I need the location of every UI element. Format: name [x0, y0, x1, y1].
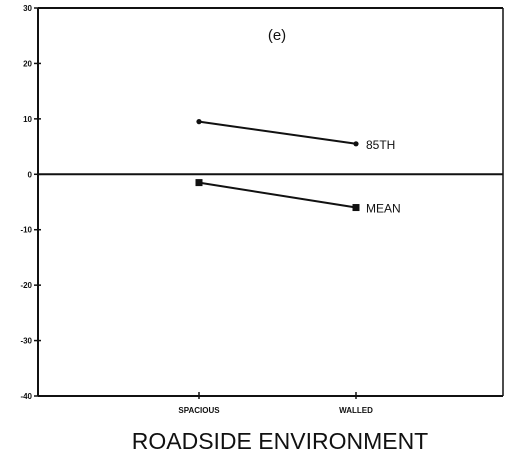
y-ticks: 30 20 10 0 -10 -20 -30 -40: [20, 4, 41, 401]
data-point-85th: [196, 119, 202, 125]
series-layer: 85TH MEAN: [195, 119, 401, 216]
series-85th: 85TH: [196, 119, 395, 152]
y-tick-label: -40: [20, 392, 32, 401]
x-tick-label: SPACIOUS: [178, 406, 220, 415]
panel-label: (e): [268, 27, 286, 44]
series-mean: MEAN: [195, 179, 401, 216]
y-tick-label: 10: [23, 115, 32, 124]
data-point-mean: [352, 204, 360, 212]
data-point-mean: [195, 179, 203, 187]
x-tick-label: WALLED: [339, 406, 373, 415]
series-label-85th: 85TH: [366, 138, 395, 152]
series-line-85th: [198, 120, 357, 145]
data-point-85th: [353, 141, 359, 147]
y-tick-label: -20: [20, 281, 32, 290]
y-tick-label: 0: [28, 170, 33, 179]
x-axis-title: ROADSIDE ENVIRONMENT: [132, 428, 428, 454]
axes-layer: [37, 7, 504, 397]
y-tick-label: 20: [23, 59, 32, 68]
series-label-mean: MEAN: [366, 202, 401, 216]
y-tick-label: -30: [20, 337, 32, 346]
x-ticks: SPACIOUS WALLED: [178, 392, 373, 415]
series-line-mean: [198, 181, 357, 209]
y-tick-label: 30: [23, 4, 32, 13]
y-tick-label: -10: [20, 226, 32, 235]
